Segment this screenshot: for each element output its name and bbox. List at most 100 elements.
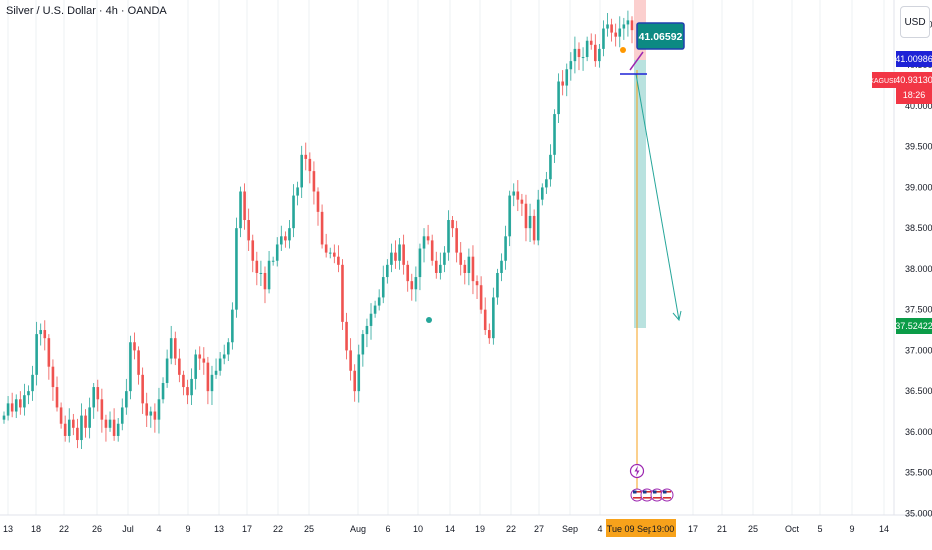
- callout-label[interactable]: 41.06592: [636, 22, 685, 50]
- candle-body: [39, 330, 43, 335]
- candle-body: [43, 330, 47, 339]
- candle-body: [125, 391, 128, 408]
- candle-body: [471, 256, 475, 282]
- candle-body: [76, 427, 79, 441]
- economic-event-flags[interactable]: [630, 488, 674, 502]
- x-tick-label: 5: [817, 524, 822, 534]
- candle-body: [553, 114, 556, 155]
- candle-body: [528, 215, 532, 229]
- x-tick-label: 27: [534, 524, 544, 534]
- candle-body: [141, 374, 144, 404]
- candle-body: [14, 399, 18, 412]
- candle-body: [210, 374, 214, 392]
- candle-body: [598, 48, 601, 62]
- candle-body: [381, 277, 385, 298]
- candle-body: [84, 415, 87, 428]
- candle-body: [386, 264, 389, 278]
- callout-price: 41.06592: [639, 31, 683, 43]
- candle-body: [589, 40, 593, 45]
- x-tick-label: 25: [304, 524, 314, 534]
- x-tick-label: 9: [185, 524, 190, 534]
- candle-body: [320, 211, 324, 245]
- candle-body: [47, 338, 51, 367]
- candle-body: [447, 220, 450, 253]
- candle-body: [540, 187, 544, 200]
- candle-body: [35, 334, 38, 375]
- candle-body: [145, 403, 149, 416]
- x-tick-label: 21: [717, 524, 727, 534]
- candle-body: [532, 215, 536, 241]
- y-tick-label: 39.50000: [905, 142, 932, 152]
- candle-body: [492, 297, 495, 339]
- candle-body: [414, 277, 418, 290]
- callout-pointer: [629, 51, 644, 71]
- currency-selector[interactable]: USD: [900, 6, 930, 38]
- event-icon[interactable]: [629, 463, 645, 479]
- candle-body: [516, 191, 520, 200]
- candle-body: [31, 374, 34, 392]
- candle-body: [402, 244, 405, 265]
- x-tick-label: 22: [59, 524, 69, 534]
- candle-body: [357, 354, 361, 392]
- candle-body: [133, 342, 136, 351]
- countdown: 18:26: [903, 90, 926, 100]
- candle-body: [72, 419, 75, 428]
- x-tick-label: 22: [506, 524, 516, 534]
- candle-body: [390, 252, 393, 265]
- candle-body: [239, 191, 242, 229]
- candle-body: [430, 240, 434, 261]
- candle-body: [475, 281, 479, 286]
- candle-body: [100, 399, 104, 420]
- x-tick-label: 17: [688, 524, 698, 534]
- candle-body: [585, 40, 589, 58]
- candle-body: [508, 195, 511, 237]
- candle-body: [247, 220, 250, 241]
- candle-body: [23, 395, 26, 408]
- candle-body: [406, 264, 410, 282]
- candle-body: [577, 48, 581, 58]
- candle-body: [255, 260, 259, 273]
- candle-body: [426, 236, 430, 241]
- x-tick-label: 14: [445, 524, 455, 534]
- candle-body: [459, 252, 463, 265]
- candle-body: [251, 240, 255, 261]
- x-tick-label: 4: [597, 524, 602, 534]
- symbol-label: XAGUSD: [869, 72, 899, 88]
- candle-body: [202, 358, 206, 363]
- x-tick-label: Oct: [785, 524, 800, 534]
- candle-body: [218, 358, 222, 371]
- candle-body: [19, 399, 22, 408]
- x-tick-label: 26: [92, 524, 102, 534]
- y-tick-label: 36.50000: [905, 386, 932, 396]
- time-axis[interactable]: 13 18 22 26 Jul 4 9 13 17 22 25 Aug 6 10 14 19 22 27 Sep 4 1…: [3, 524, 889, 534]
- candle-body: [463, 264, 467, 273]
- candle-body: [451, 220, 454, 229]
- y-tick-label: 37.50000: [905, 305, 932, 315]
- candle-body: [190, 378, 193, 396]
- candle-body: [422, 236, 426, 249]
- candle-body: [214, 370, 218, 375]
- candle-body: [279, 236, 283, 245]
- candle-body: [622, 24, 626, 29]
- candle-body: [186, 387, 189, 396]
- candle-body: [27, 391, 30, 396]
- us-flag-icon[interactable]: [660, 488, 674, 502]
- candle-body: [434, 260, 438, 273]
- callout-dot: [620, 47, 626, 53]
- candle-body: [341, 264, 344, 322]
- candle-body: [561, 81, 564, 86]
- candle-body: [263, 272, 267, 290]
- candle-body: [182, 374, 185, 388]
- x-tick-label: Sep: [562, 524, 578, 534]
- candle-body: [545, 179, 548, 188]
- candle-body: [88, 407, 91, 428]
- candle-body: [443, 252, 446, 265]
- candle-body: [569, 61, 573, 70]
- candle-body: [410, 281, 414, 290]
- candle-body: [149, 411, 153, 416]
- candle-body: [226, 342, 230, 355]
- candle-body: [373, 305, 377, 314]
- us-flag-icon[interactable]: [630, 488, 644, 502]
- candle-body: [63, 423, 67, 436]
